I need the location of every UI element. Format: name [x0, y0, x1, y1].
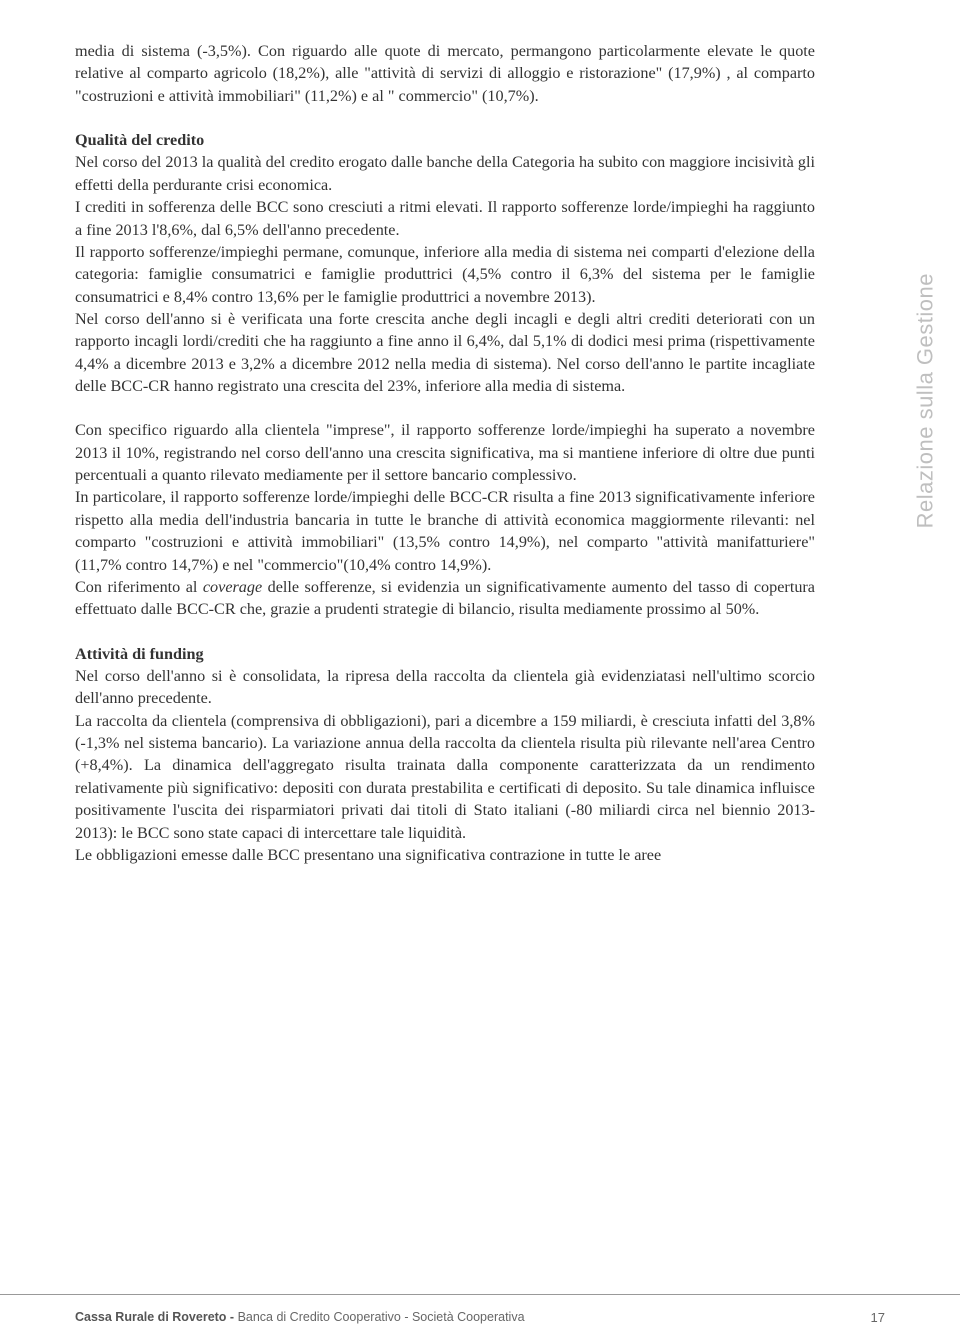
funding-p3: Le obbligazioni emesse dalle BCC present… [75, 844, 815, 866]
imprese-p3: Con riferimento al coverage delle soffer… [75, 576, 815, 621]
intro-paragraph-1: media di sistema (-3,5%). Con riguardo a… [75, 40, 815, 107]
heading-qualita: Qualità del credito [75, 129, 815, 151]
page-footer: Cassa Rurale di Rovereto - Banca di Cred… [0, 1294, 960, 1339]
imprese-p3-italic: coverage [203, 578, 262, 596]
footer-org-rest: Banca di Credito Cooperativo - Società C… [238, 1310, 525, 1324]
funding-p1: Nel corso dell'anno si è consolidata, la… [75, 665, 815, 710]
imprese-p1: Con specifico riguardo alla clientela "i… [75, 419, 815, 486]
footer-org-bold: Cassa Rurale di Rovereto - [75, 1310, 238, 1324]
heading-funding: Attività di funding [75, 643, 815, 665]
sidebar-section-label: Relazione sulla Gestione [912, 273, 938, 528]
qualita-p2: I crediti in sofferenza delle BCC sono c… [75, 196, 815, 241]
funding-p2: La raccolta da clientela (comprensiva di… [75, 710, 815, 844]
imprese-p3a: Con riferimento al [75, 578, 203, 596]
imprese-p2: In particolare, il rapporto sofferenze l… [75, 486, 815, 575]
qualita-p4: Nel corso dell'anno si è verificata una … [75, 308, 815, 397]
footer-org: Cassa Rurale di Rovereto - Banca di Cred… [75, 1310, 525, 1324]
footer-page-number: 17 [871, 1310, 885, 1325]
qualita-p1: Nel corso del 2013 la qualità del credit… [75, 151, 815, 196]
qualita-p3: Il rapporto sofferenze/impieghi permane,… [75, 241, 815, 308]
main-content: media di sistema (-3,5%). Con riguardo a… [75, 40, 815, 866]
